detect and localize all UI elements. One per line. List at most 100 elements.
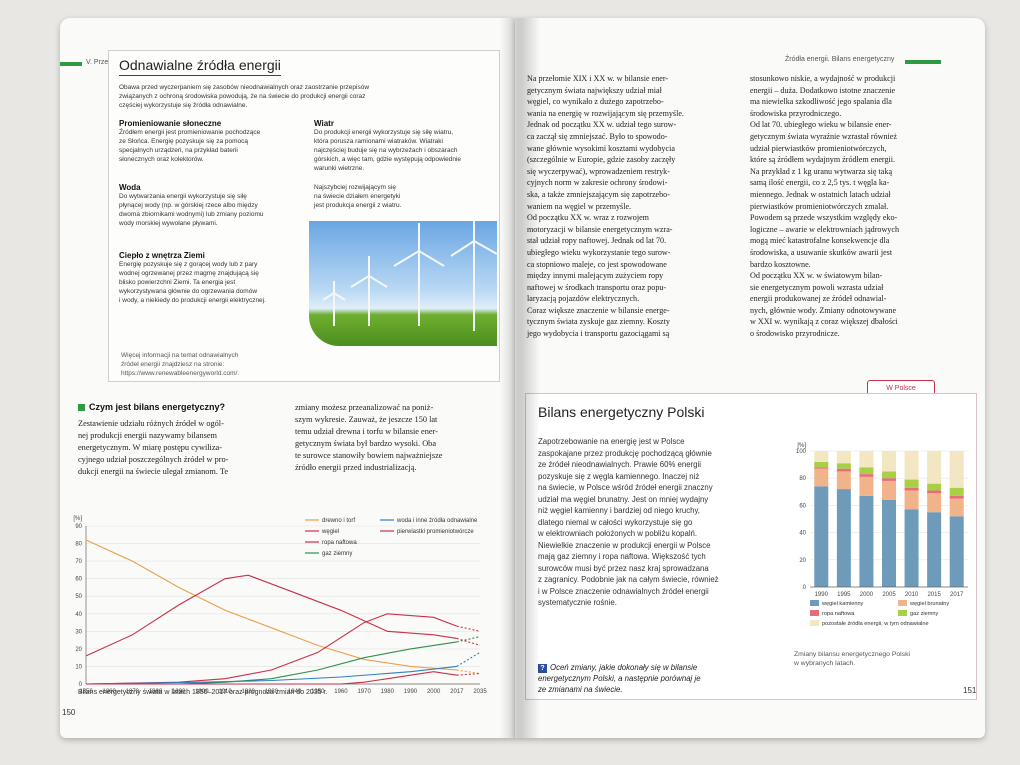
section-heading: Czym jest bilans energetyczny?: [78, 402, 225, 412]
chapter-tab-right: [905, 60, 941, 64]
page-number-left: 150: [62, 708, 76, 717]
y-tick-label: 60: [799, 503, 806, 509]
series-line: [85, 613, 457, 685]
bar-segment: [927, 483, 942, 491]
bar-segment: [814, 468, 829, 487]
world-chart-caption: Bilans energetyczny świata w latach 1850…: [78, 689, 328, 696]
y-tick-label: 70: [75, 559, 82, 565]
legend-swatch: [898, 610, 907, 616]
series-line: [85, 574, 457, 657]
chapter-tab: [60, 62, 82, 66]
poland-energy-chart: 0 20 40 60 80 100[%] 1990 1995 2000 2005 2010 2015 2…: [796, 443, 968, 627]
legend-label: węgiel kamienny: [821, 601, 864, 607]
x-tick-label: 1990: [815, 592, 829, 598]
x-tick-label: 1870: [126, 689, 140, 695]
x-tick-label: 1920: [242, 689, 256, 695]
poland-chart-caption: Zmiany bilansu energetycznego Polski w wy…: [794, 651, 910, 667]
poland-box-text: Zapotrzebowanie na energię jest w Polsce…: [538, 437, 719, 607]
question-prompt: ? Oceń zmiany, jakie dokonały się w bilan…: [538, 663, 701, 694]
bar-segment: [949, 451, 964, 488]
right-page: Źródła energii. Bilans energetyczny Na p…: [515, 18, 985, 738]
poland-box-title: Bilans energetyczny Polski: [538, 404, 705, 420]
bar-segment: [814, 451, 829, 462]
legend-swatch: [898, 600, 907, 606]
y-tick-label: 60: [75, 577, 82, 583]
question-icon: ?: [538, 664, 547, 673]
page-number-right: 151: [963, 686, 977, 695]
renewable-sources-box: Odnawialne źródła energii Obawa przed wy…: [108, 50, 500, 382]
legend-label: ropa naftowa: [822, 611, 855, 617]
bar-segment: [949, 498, 964, 517]
x-tick-label: 1910: [218, 689, 232, 695]
source-geothermal: Ciepło z wnętrza Ziemi Energię pozyskuje…: [119, 251, 266, 304]
x-tick-label: 2017: [450, 689, 464, 695]
bar-segment: [904, 509, 919, 587]
y-tick-label: 100: [796, 449, 807, 455]
bar-segment: [927, 490, 942, 494]
y-tick-label: 80: [799, 476, 806, 482]
bar-segment: [836, 489, 851, 587]
legend-label: węgiel brunatny: [909, 601, 949, 607]
legend-label: gaz ziemny: [910, 611, 938, 617]
bar-segment: [949, 487, 964, 496]
bar-segment: [927, 451, 942, 484]
y-tick-label: 0: [803, 585, 807, 591]
legend-swatch: [810, 610, 819, 616]
legend-swatch: [810, 620, 819, 626]
y-tick-label: 30: [75, 629, 82, 635]
source-wind: Wiatr Do produkcji energii wykorzystuje …: [314, 119, 462, 172]
bar-segment: [904, 479, 919, 488]
bar-segment: [836, 451, 851, 464]
x-tick-label: 1900: [195, 689, 209, 695]
bar-segment: [836, 463, 851, 469]
x-tick-label: 1940: [288, 689, 302, 695]
x-tick-label: 2000: [427, 689, 441, 695]
forecast-line: [456, 636, 481, 643]
x-tick-label: 2005: [882, 592, 896, 598]
open-textbook: V. Przemysł Odnawialne źródła energii Ob…: [20, 18, 1005, 753]
x-tick-label: 1995: [837, 592, 851, 598]
source-solar: Promieniowanie słoneczne Źródłem energii…: [119, 119, 261, 163]
photo-caption: Najszybciej rozwijającym się na świecie d…: [314, 184, 402, 209]
x-tick-label: 1970: [357, 689, 371, 695]
green-square-icon: [78, 404, 85, 412]
y-tick-label: 20: [75, 647, 82, 653]
bar-segment: [882, 451, 896, 472]
x-tick-label: 1880: [149, 689, 163, 695]
y-axis-label: [%]: [797, 443, 806, 449]
y-tick-label: 0: [79, 682, 83, 688]
chapter-header-right: Źródła energii. Bilans energetyczny: [785, 56, 895, 63]
series-line: [85, 665, 457, 685]
forecast-line: [456, 669, 481, 675]
legend-label: pozostałe źródła energii, w tym odnawial…: [822, 621, 929, 627]
bar-segment: [949, 516, 964, 587]
legend-swatch: [810, 600, 819, 606]
legend-label: ropa naftowa: [322, 540, 357, 546]
x-tick-label: 1930: [265, 689, 279, 695]
bar-segment: [927, 512, 942, 587]
y-tick-label: 90: [75, 524, 82, 530]
legend-label: węgiel: [321, 529, 339, 535]
world-energy-chart: 0 10 20 30 40 50 60 70 80 90 [%] 1850 1860 1870 1880 18…: [73, 516, 487, 695]
legend-label: pierwiastki promieniotwórcze: [397, 529, 474, 535]
more-info-link[interactable]: Więcej informacji na temat odnawialnych ź…: [121, 352, 240, 377]
right-body-col-2: stosunkowo niskie, a wydajność w produkc…: [750, 74, 899, 339]
x-tick-label: 2035: [473, 689, 487, 695]
box-title: Odnawialne źródła energii: [119, 57, 281, 76]
y-tick-label: 20: [799, 558, 806, 564]
wind-turbines-photo: [309, 221, 497, 346]
bar-segment: [882, 480, 896, 500]
bar-segment: [904, 490, 919, 510]
bar-segment: [814, 486, 829, 587]
bar-segment: [927, 493, 942, 513]
intro-text: Obawa przed wyczerpaniem się zasobów nie…: [119, 84, 370, 109]
chapter-header: V. Przemysł: [86, 59, 123, 66]
right-body-col-1: Na przełomie XIX i XX w. w bilansie ener…: [527, 74, 684, 339]
x-tick-label: 1990: [404, 689, 418, 695]
bar-segment: [814, 461, 829, 468]
body-col-1: Zestawienie udziału różnych źródeł w ogó…: [78, 419, 229, 476]
bar-segment: [949, 495, 964, 499]
x-tick-label: 2015: [927, 592, 941, 598]
wind-turbine-icon: [322, 221, 497, 331]
bar-segment: [859, 476, 874, 496]
